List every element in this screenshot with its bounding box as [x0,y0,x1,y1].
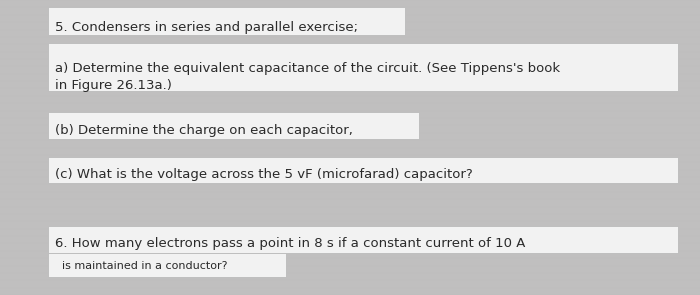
Text: (c) What is the voltage across the 5 vF (microfarad) capacitor?: (c) What is the voltage across the 5 vF … [55,168,473,181]
FancyBboxPatch shape [48,157,678,183]
Text: 6. How many electrons pass a point in 8 s if a constant current of 10 A: 6. How many electrons pass a point in 8 … [55,237,525,250]
FancyBboxPatch shape [48,112,419,139]
Text: is maintained in a conductor?: is maintained in a conductor? [62,261,227,271]
Text: a) Determine the equivalent capacitance of the circuit. (See Tippens's book
in F: a) Determine the equivalent capacitance … [55,62,560,92]
Text: 5. Condensers in series and parallel exercise;: 5. Condensers in series and parallel exe… [55,21,358,34]
Text: (b) Determine the charge on each capacitor,: (b) Determine the charge on each capacit… [55,124,353,137]
FancyBboxPatch shape [48,43,678,91]
FancyBboxPatch shape [48,226,678,253]
FancyBboxPatch shape [48,7,405,35]
FancyBboxPatch shape [48,253,286,277]
